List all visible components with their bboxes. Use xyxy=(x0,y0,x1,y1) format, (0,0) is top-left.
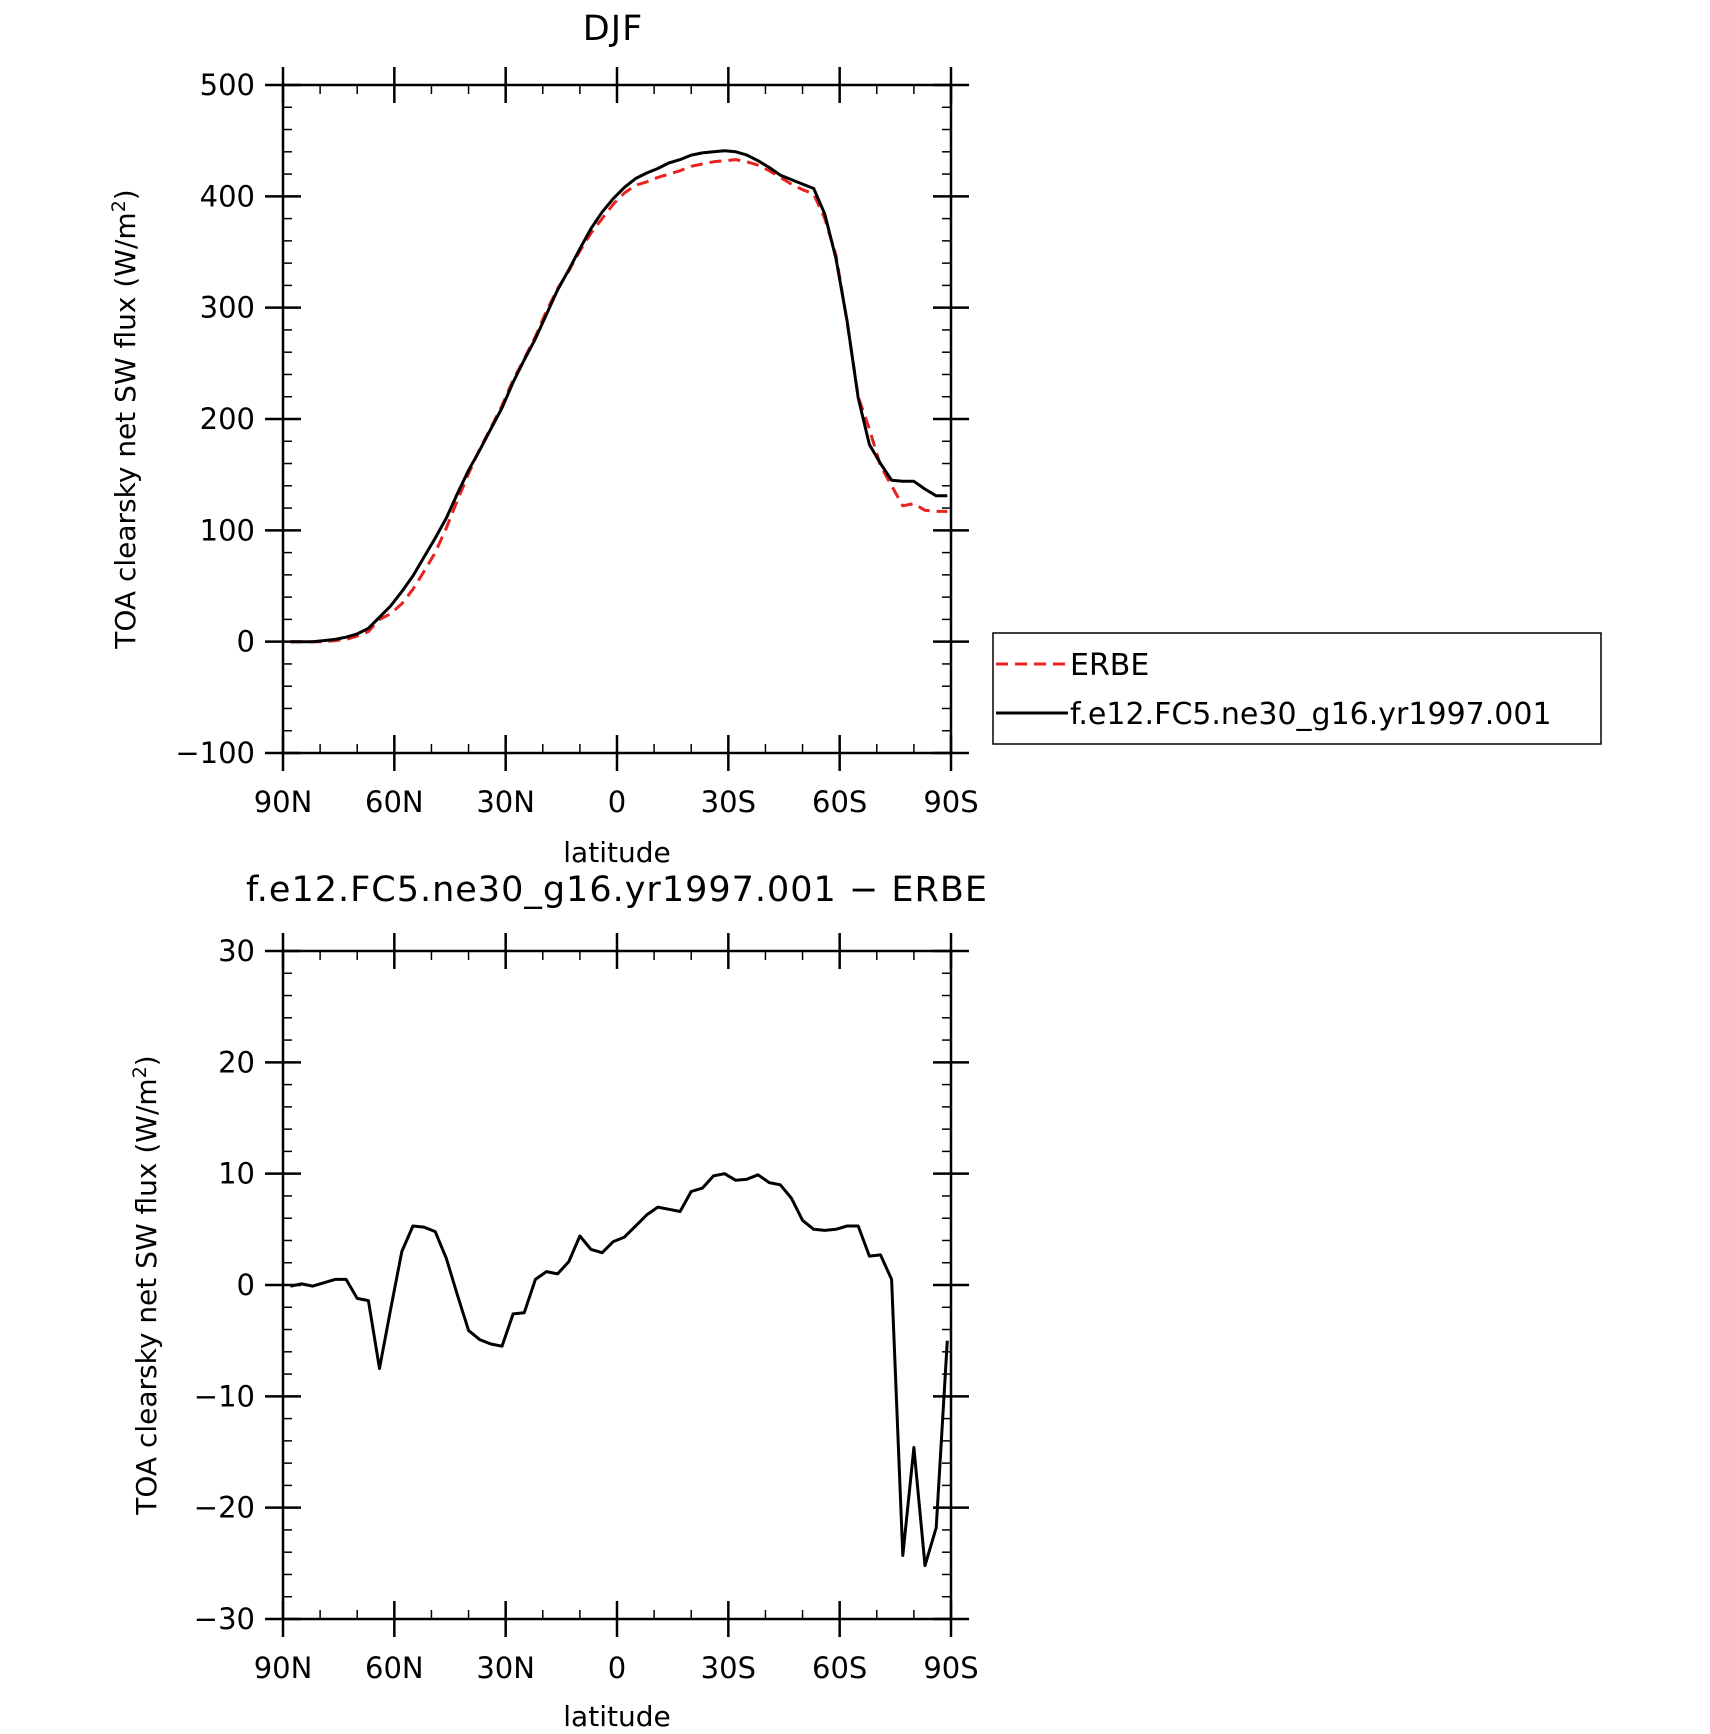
top-y-tick-label: 300 xyxy=(200,291,255,325)
bottom-x-tick-label: 0 xyxy=(608,1651,626,1685)
legend-label-model: f.e12.FC5.ne30_g16.yr1997.001 xyxy=(1070,697,1552,732)
top-x-tick-label: 90S xyxy=(923,785,978,819)
legend-box xyxy=(992,632,1602,745)
top-y-tick-label: 0 xyxy=(237,625,255,659)
bottom-y-tick-label: 0 xyxy=(237,1268,255,1302)
bottom-chart-tick-labels: −30 −20 −10 0 10 20 30 90N 60N 30N 0 30S 60S 90S xyxy=(194,934,979,1685)
top-y-tick-label: 200 xyxy=(200,402,255,436)
top-x-tick-label: 60S xyxy=(812,785,867,819)
top-x-axis-label: latitude xyxy=(563,836,670,869)
legend: ERBE f.e12.FC5.ne30_g16.yr1997.001 xyxy=(992,632,1602,745)
bottom-x-tick-label: 60N xyxy=(365,1651,424,1685)
bottom-x-tick-label: 90N xyxy=(254,1651,313,1685)
bottom-x-tick-label: 60S xyxy=(812,1651,867,1685)
top-chart-title: DJF xyxy=(583,9,643,49)
bottom-y-tick-label: 10 xyxy=(218,1157,255,1191)
top-x-tick-label: 30S xyxy=(701,785,756,819)
top-x-tick-label: 0 xyxy=(608,785,626,819)
top-series-line-model xyxy=(290,149,948,644)
bottom-chart-ticks xyxy=(265,933,969,1637)
top-series-line-erbe xyxy=(290,158,948,644)
top-y-tick-label: −100 xyxy=(175,736,255,770)
top-y-axis-label: TOA clearsky net SW flux (W/m2) xyxy=(108,189,142,649)
bottom-series-line-model xyxy=(290,1172,949,1568)
bottom-plot-frame xyxy=(281,949,953,1621)
legend-label-erbe: ERBE xyxy=(1070,648,1149,683)
top-y-tick-label: 400 xyxy=(200,179,255,213)
top-x-tick-label: 90N xyxy=(254,785,313,819)
panel-top: DJF −100 0 100 200 300 400 500 90N 60N 30N 0 30S 60S… xyxy=(108,9,979,869)
top-chart-tick-labels: −100 0 100 200 300 400 500 90N 60N 30N 0 30S 60S 90S xyxy=(175,68,978,819)
bottom-x-axis-label: latitude xyxy=(563,1700,670,1733)
bottom-y-tick-label: 30 xyxy=(218,934,255,968)
top-x-tick-label: 60N xyxy=(365,785,424,819)
top-chart-series xyxy=(290,149,948,644)
bottom-chart-title: f.e12.FC5.ne30_g16.yr1997.001 − ERBE xyxy=(246,870,988,910)
bottom-y-tick-label: −20 xyxy=(194,1491,255,1525)
bottom-y-axis-label: TOA clearsky net SW flux (W/m2) xyxy=(129,1055,163,1515)
bottom-x-tick-label: 30S xyxy=(701,1651,756,1685)
bottom-chart-series xyxy=(290,1172,949,1568)
bottom-y-tick-label: −30 xyxy=(194,1602,255,1636)
bottom-y-tick-label: −10 xyxy=(194,1379,255,1413)
bottom-y-tick-label: 20 xyxy=(218,1045,255,1079)
top-x-tick-label: 30N xyxy=(476,785,535,819)
bottom-x-tick-label: 90S xyxy=(923,1651,978,1685)
top-plot-frame xyxy=(281,83,953,755)
top-y-tick-label: 500 xyxy=(200,68,255,102)
top-y-tick-label: 100 xyxy=(200,513,255,547)
panel-bottom: f.e12.FC5.ne30_g16.yr1997.001 − ERBE −30… xyxy=(129,870,988,1733)
bottom-x-tick-label: 30N xyxy=(476,1651,535,1685)
